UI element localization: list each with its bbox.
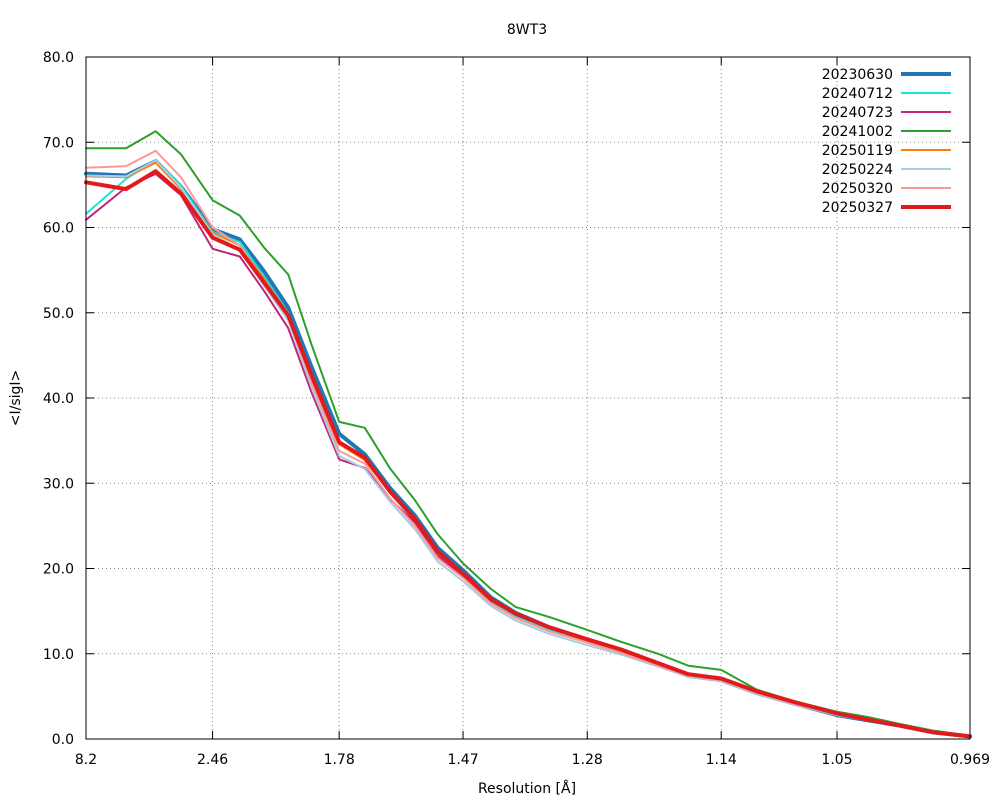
legend: 20230630 20240712 20240723 20241002 20250119…	[822, 67, 951, 216]
axis-ticks: 8.2 2.46 1.78 1.47 1.28 1.14 1.05 0.969 0.0 10.0 2…	[43, 50, 990, 768]
legend-label: 20250320	[822, 181, 893, 197]
y-axis-title: <I/sigI>	[8, 370, 24, 427]
legend-label: 20250327	[822, 200, 893, 216]
chart-title: 8WT3	[507, 22, 547, 38]
x-tick-label: 1.78	[324, 752, 355, 768]
x-tick-label: 1.47	[447, 752, 478, 768]
y-tick-label: 80.0	[43, 50, 74, 66]
legend-label: 20250119	[822, 143, 893, 159]
x-tick-label: 1.05	[821, 752, 852, 768]
legend-label: 20240723	[822, 105, 893, 121]
legend-label: 20241002	[822, 124, 893, 140]
series-lines	[84, 130, 972, 739]
x-axis-title: Resolution [Å]	[478, 780, 576, 797]
y-tick-label: 20.0	[43, 562, 74, 578]
y-tick-label: 60.0	[43, 221, 74, 237]
x-tick-label: 1.28	[572, 752, 603, 768]
legend-label: 20230630	[822, 67, 893, 83]
series-line-20250327	[84, 169, 972, 739]
series-line-20240723	[85, 172, 971, 738]
series-line-20230630	[84, 159, 972, 739]
y-tick-label: 30.0	[43, 476, 74, 492]
grid-lines	[86, 57, 970, 739]
y-tick-label: 50.0	[43, 306, 74, 322]
x-tick-label: 0.969	[950, 752, 990, 768]
x-tick-label: 8.2	[75, 752, 97, 768]
x-tick-label: 2.46	[197, 752, 228, 768]
y-tick-label: 10.0	[43, 647, 74, 663]
legend-label: 20240712	[822, 86, 893, 102]
y-tick-label: 70.0	[43, 135, 74, 151]
legend-label: 20250224	[822, 162, 893, 178]
y-tick-label: 40.0	[43, 391, 74, 407]
y-tick-label: 0.0	[52, 732, 74, 748]
x-tick-label: 1.14	[706, 752, 737, 768]
